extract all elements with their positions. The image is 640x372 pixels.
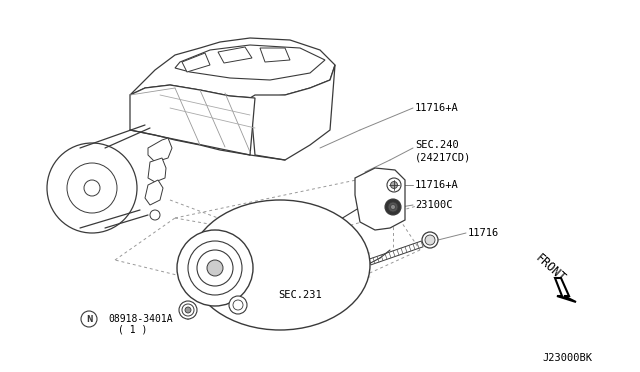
Text: 11716+A: 11716+A bbox=[415, 103, 459, 113]
Ellipse shape bbox=[190, 200, 370, 330]
Circle shape bbox=[47, 143, 137, 233]
Text: FRONT: FRONT bbox=[532, 251, 568, 285]
Text: SEC.231: SEC.231 bbox=[278, 290, 322, 300]
Circle shape bbox=[390, 205, 396, 209]
Polygon shape bbox=[555, 278, 576, 302]
Polygon shape bbox=[250, 65, 335, 160]
Text: 11716: 11716 bbox=[468, 228, 499, 238]
Circle shape bbox=[177, 230, 253, 306]
Circle shape bbox=[81, 311, 97, 327]
Circle shape bbox=[182, 304, 194, 316]
Polygon shape bbox=[218, 47, 252, 63]
Circle shape bbox=[387, 178, 401, 192]
Circle shape bbox=[207, 260, 223, 276]
Circle shape bbox=[179, 301, 197, 319]
Text: SEC.240: SEC.240 bbox=[415, 140, 459, 150]
Text: 11716+A: 11716+A bbox=[415, 180, 459, 190]
Circle shape bbox=[188, 241, 242, 295]
Polygon shape bbox=[148, 158, 166, 182]
Polygon shape bbox=[260, 48, 290, 62]
Circle shape bbox=[67, 163, 117, 213]
Polygon shape bbox=[145, 180, 163, 205]
Circle shape bbox=[385, 199, 401, 215]
Circle shape bbox=[233, 300, 243, 310]
Circle shape bbox=[425, 235, 435, 245]
Circle shape bbox=[229, 296, 247, 314]
Circle shape bbox=[84, 180, 100, 196]
Circle shape bbox=[388, 202, 398, 212]
Text: ( 1 ): ( 1 ) bbox=[118, 325, 147, 335]
Polygon shape bbox=[175, 45, 325, 80]
Polygon shape bbox=[182, 53, 210, 72]
Circle shape bbox=[185, 307, 191, 313]
Circle shape bbox=[390, 182, 397, 189]
Text: N: N bbox=[86, 314, 92, 324]
Circle shape bbox=[150, 210, 160, 220]
Polygon shape bbox=[362, 175, 402, 226]
Polygon shape bbox=[130, 85, 255, 155]
Circle shape bbox=[197, 250, 233, 286]
Polygon shape bbox=[145, 80, 330, 155]
Circle shape bbox=[422, 232, 438, 248]
Polygon shape bbox=[148, 138, 172, 162]
Text: (24217CD): (24217CD) bbox=[415, 152, 471, 162]
Polygon shape bbox=[130, 38, 335, 98]
Polygon shape bbox=[355, 168, 405, 230]
Text: 08918-3401A: 08918-3401A bbox=[108, 314, 173, 324]
Text: 23100C: 23100C bbox=[415, 200, 452, 210]
Text: J23000BK: J23000BK bbox=[542, 353, 592, 363]
